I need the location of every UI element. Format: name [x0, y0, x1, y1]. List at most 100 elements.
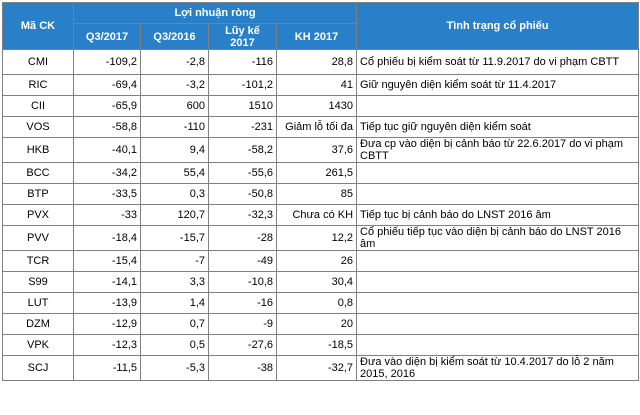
- cumulative-cell: -58,2: [208, 137, 277, 163]
- stock-code-cell: VOS: [2, 116, 74, 138]
- table-row: LUT -13,9 1,4 -16 0,8: [2, 292, 640, 314]
- stock-code-cell: SCJ: [2, 355, 74, 381]
- q3-2016-cell: 55,4: [140, 162, 209, 184]
- stock-code-cell: PVV: [2, 225, 74, 251]
- header-cumulative: Lũy kế 2017: [208, 23, 277, 50]
- q3-2017-cell: -18,4: [73, 225, 141, 251]
- plan-2017-cell: 37,6: [275, 137, 358, 163]
- table-row: PVX -33 120,7 -32,3 Chưa có KH Tiếp tục bị cả…: [2, 204, 640, 226]
- cumulative-cell: -10,8: [208, 271, 277, 293]
- stock-code-cell: S99: [2, 271, 74, 293]
- q3-2017-cell: -58,8: [73, 116, 141, 138]
- status-cell: Giữ nguyên diện kiểm soát từ 11.4.2017: [356, 74, 640, 96]
- plan-2017-cell: 12,2: [275, 225, 358, 251]
- status-cell: [356, 271, 640, 293]
- header-net-profit: Lợi nhuận ròng: [72, 2, 358, 24]
- plan-2017-cell: 20: [275, 313, 358, 335]
- table-row: HKB -40,1 9,4 -58,2 37,6 Đưa cp vào diện bị c…: [2, 137, 640, 163]
- status-cell: [356, 162, 640, 184]
- table-row: BCC -34,2 55,4 -55,6 261,5: [2, 162, 640, 184]
- table-row: CMI -109,2 -2,8 -116 28,8 Cổ phiếu bị kiểm so…: [2, 49, 640, 75]
- stock-code-cell: CMI: [2, 49, 74, 75]
- q3-2016-cell: -3,2: [140, 74, 209, 96]
- q3-2017-cell: -40,1: [73, 137, 141, 163]
- plan-2017-cell: 85: [275, 183, 358, 205]
- cumulative-cell: -9: [208, 313, 277, 335]
- stock-code-cell: TCR: [2, 250, 74, 272]
- cumulative-cell: -28: [208, 225, 277, 251]
- status-cell: Đưa cp vào diện bị cảnh báo từ 22.6.2017…: [356, 137, 640, 163]
- q3-2017-cell: -11,5: [73, 355, 141, 381]
- cumulative-cell: -49: [208, 250, 277, 272]
- q3-2016-cell: -15,7: [140, 225, 209, 251]
- plan-2017-cell: 261,5: [275, 162, 358, 184]
- plan-2017-cell: Chưa có KH: [275, 204, 358, 226]
- status-cell: [356, 292, 640, 314]
- q3-2017-cell: -12,9: [73, 313, 141, 335]
- header-code: Mã CK: [2, 2, 74, 50]
- status-cell: Đưa vào diện bị kiểm soát từ 10.4.2017 d…: [356, 355, 640, 381]
- stock-code-cell: RIC: [2, 74, 74, 96]
- cumulative-cell: -116: [208, 49, 277, 75]
- q3-2017-cell: -15,4: [73, 250, 141, 272]
- table-row: CII -65,9 600 1510 1430: [2, 95, 640, 117]
- q3-2016-cell: 1,4: [140, 292, 209, 314]
- cumulative-cell: -55,6: [208, 162, 277, 184]
- plan-2017-cell: 30,4: [275, 271, 358, 293]
- q3-2016-cell: 0,7: [140, 313, 209, 335]
- table-row: TCR -15,4 -7 -49 26: [2, 250, 640, 272]
- cumulative-cell: -16: [208, 292, 277, 314]
- table-row: S99 -14,1 3,3 -10,8 30,4: [2, 271, 640, 293]
- stock-code-cell: LUT: [2, 292, 74, 314]
- header-plan: KH 2017: [275, 23, 358, 50]
- plan-2017-cell: 26: [275, 250, 358, 272]
- q3-2016-cell: -5,3: [140, 355, 209, 381]
- q3-2016-cell: -2,8: [140, 49, 209, 75]
- q3-2016-cell: -7: [140, 250, 209, 272]
- status-cell: [356, 334, 640, 356]
- plan-2017-cell: 41: [275, 74, 358, 96]
- q3-2017-cell: -12,3: [73, 334, 141, 356]
- header-q3-2017: Q3/2017: [73, 23, 141, 50]
- cumulative-cell: -50,8: [208, 183, 277, 205]
- plan-2017-cell: 1430: [275, 95, 358, 117]
- status-cell: [356, 95, 640, 117]
- q3-2017-cell: -34,2: [73, 162, 141, 184]
- q3-2016-cell: 0,3: [140, 183, 209, 205]
- q3-2016-cell: -110: [140, 116, 209, 138]
- q3-2017-cell: -33: [73, 204, 141, 226]
- cumulative-cell: -231: [208, 116, 277, 138]
- stock-code-cell: HKB: [2, 137, 74, 163]
- status-cell: Cổ phiếu bị kiểm soát từ 11.9.2017 do vi…: [356, 49, 640, 75]
- header-status: Tình trạng cổ phiếu: [356, 2, 640, 50]
- table-row: SCJ -11,5 -5,3 -38 -32,7 Đưa vào diện bị kiểm…: [2, 355, 640, 381]
- q3-2016-cell: 120,7: [140, 204, 209, 226]
- q3-2016-cell: 0,5: [140, 334, 209, 356]
- cumulative-cell: -32,3: [208, 204, 277, 226]
- cumulative-cell: -38: [208, 355, 277, 381]
- stock-code-cell: PVX: [2, 204, 74, 226]
- q3-2017-cell: -14,1: [73, 271, 141, 293]
- table-row: VPK -12,3 0,5 -27,6 -18,5: [2, 334, 640, 356]
- header-q3-2016: Q3/2016: [140, 23, 209, 50]
- plan-2017-cell: 28,8: [275, 49, 358, 75]
- plan-2017-cell: Giảm lỗ tối đa: [275, 116, 358, 138]
- table-row: VOS -58,8 -110 -231 Giảm lỗ tối đa Tiếp tục g…: [2, 116, 640, 138]
- stock-code-cell: CII: [2, 95, 74, 117]
- status-cell: [356, 250, 640, 272]
- status-cell: [356, 183, 640, 205]
- q3-2017-cell: -109,2: [73, 49, 141, 75]
- plan-2017-cell: -32,7: [275, 355, 358, 381]
- q3-2017-cell: -65,9: [73, 95, 141, 117]
- table-row: RIC -69,4 -3,2 -101,2 41 Giữ nguyên diện kiểm…: [2, 74, 640, 96]
- status-cell: Tiếp tục giữ nguyên diện kiểm soát: [356, 116, 640, 138]
- q3-2016-cell: 600: [140, 95, 209, 117]
- table-row: BTP -33,5 0,3 -50,8 85: [2, 183, 640, 205]
- stock-code-cell: DZM: [2, 313, 74, 335]
- cumulative-cell: -27,6: [208, 334, 277, 356]
- table-row: PVV -18,4 -15,7 -28 12,2 Cổ phiếu tiếp tục và…: [2, 225, 640, 251]
- stock-code-cell: VPK: [2, 334, 74, 356]
- table-row: DZM -12,9 0,7 -9 20: [2, 313, 640, 335]
- stock-code-cell: BCC: [2, 162, 74, 184]
- q3-2017-cell: -13,9: [73, 292, 141, 314]
